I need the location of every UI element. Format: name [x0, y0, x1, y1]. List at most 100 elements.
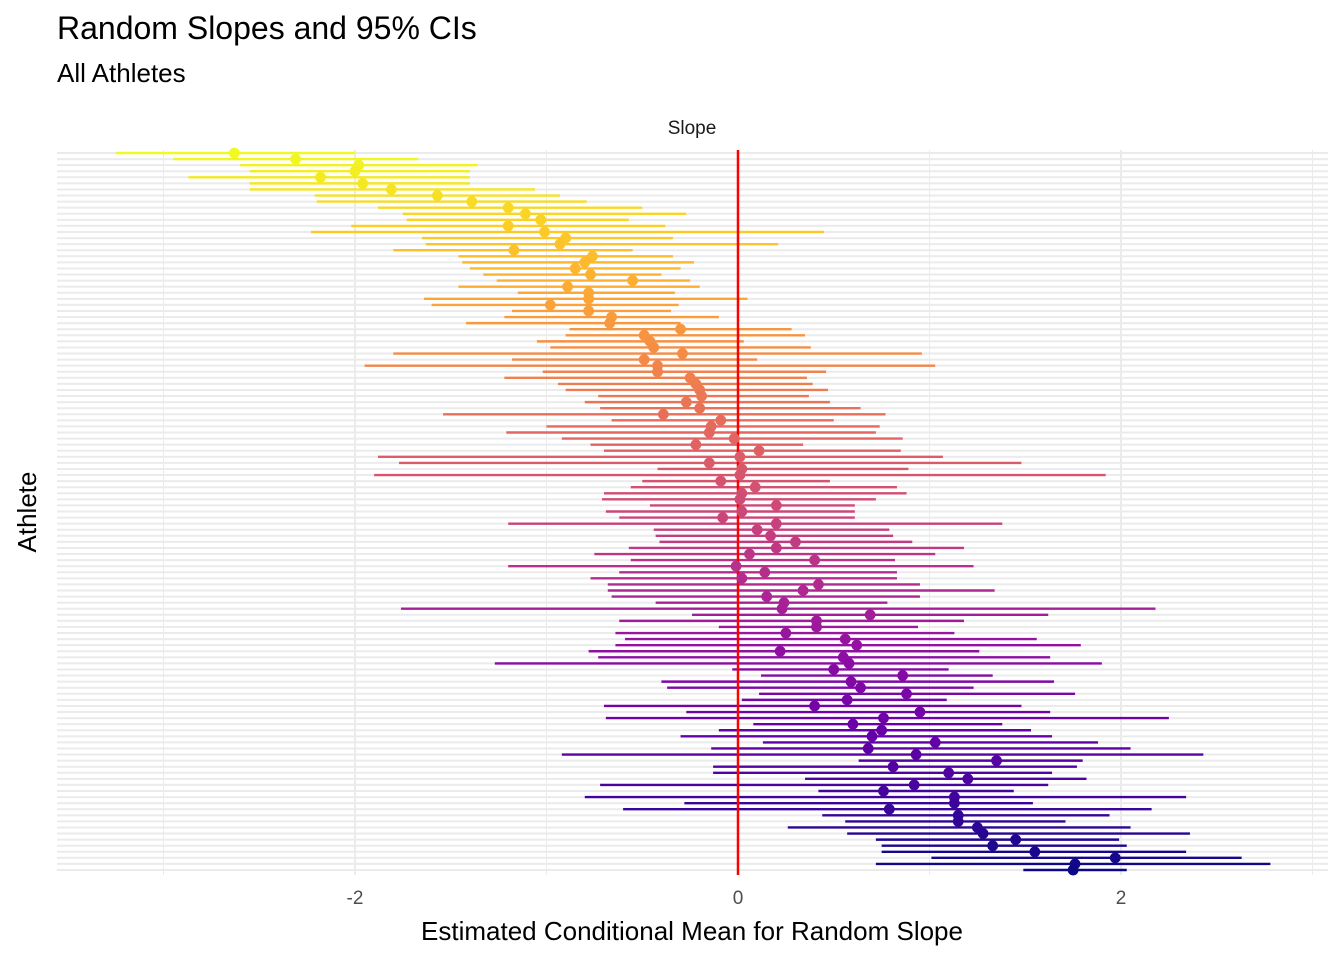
mean-point [749, 481, 761, 493]
mean-point [583, 293, 595, 305]
mean-point [862, 743, 874, 754]
mean-point [569, 263, 581, 274]
mean-point [770, 500, 782, 511]
mean-point [228, 147, 240, 159]
mean-point [349, 165, 361, 177]
mean-point [883, 803, 895, 815]
mean-point [897, 670, 909, 681]
mean-point [357, 177, 369, 189]
mean-point [734, 451, 746, 463]
mean-point [657, 408, 669, 420]
mean-point [987, 840, 999, 852]
mean-point [908, 779, 920, 791]
mean-point [929, 736, 941, 748]
mean-point [1010, 834, 1022, 846]
mean-point [878, 712, 889, 724]
mean-point [466, 196, 478, 208]
mean-point [1029, 846, 1041, 858]
mean-point [811, 621, 822, 633]
mean-point [962, 773, 974, 785]
mean-point [952, 815, 964, 827]
mean-point [759, 566, 771, 578]
mean-point [703, 427, 715, 438]
x-tick-label: -2 [347, 888, 364, 909]
mean-point [876, 724, 888, 736]
mean-point [753, 445, 765, 457]
mean-point [843, 658, 855, 669]
chart-title: Random Slopes and 95% CIs [57, 10, 477, 46]
mean-point [583, 305, 595, 317]
mean-point [770, 518, 782, 530]
mean-point [1067, 864, 1079, 876]
mean-points [228, 147, 1121, 876]
mean-point [809, 554, 820, 566]
mean-point [715, 475, 727, 487]
mean-point [677, 348, 688, 359]
y-axis-title: Athlete [12, 472, 42, 553]
mean-point [728, 433, 740, 444]
mean-point [696, 390, 708, 402]
mean-point [878, 785, 889, 797]
mean-point [703, 457, 715, 469]
mean-point [813, 579, 824, 590]
mean-point [734, 493, 746, 505]
x-axis-title: Estimated Conditional Mean for Random Sl… [421, 916, 963, 946]
mean-point [502, 220, 514, 232]
mean-point [797, 585, 809, 596]
mean-point [652, 366, 663, 378]
mean-point [841, 694, 853, 706]
mean-point [887, 761, 899, 773]
mean-point [1109, 852, 1121, 864]
mean-point [774, 645, 786, 657]
mean-point [562, 281, 573, 293]
mean-point [736, 572, 748, 584]
mean-point [761, 591, 773, 602]
mean-point [385, 184, 397, 195]
mean-point [845, 676, 857, 688]
mean-point [751, 524, 763, 536]
mean-point [290, 153, 302, 165]
mean-point [851, 639, 863, 651]
mean-point [914, 706, 926, 718]
x-tick-label: 0 [733, 888, 744, 909]
mean-point [579, 256, 591, 268]
mean-point [694, 402, 706, 414]
mean-point [809, 700, 820, 712]
mean-point [790, 536, 801, 548]
x-tick-label: 2 [1116, 888, 1127, 909]
mean-point [680, 396, 692, 408]
mean-point [780, 627, 792, 639]
mean-point [901, 688, 912, 700]
mean-point [977, 828, 989, 839]
mean-point [604, 317, 616, 329]
mean-point [991, 755, 1002, 767]
mean-point [431, 190, 443, 201]
mean-point [587, 250, 598, 262]
mean-point [943, 767, 955, 779]
mean-point [520, 208, 531, 220]
mean-point [948, 797, 960, 809]
mean-point [736, 506, 748, 517]
mean-point [648, 342, 660, 353]
mean-point [839, 633, 851, 645]
mean-point [828, 664, 840, 675]
mean-point [675, 323, 686, 335]
mean-point [776, 603, 788, 615]
mean-point [638, 354, 650, 365]
mean-point [508, 244, 520, 256]
facet-strip-label: Slope [668, 118, 717, 139]
mean-point [717, 512, 729, 523]
mean-point [544, 299, 556, 311]
mean-point [730, 560, 742, 572]
mean-point [502, 202, 514, 214]
mean-point [715, 414, 727, 426]
mean-point [539, 226, 550, 238]
mean-point [910, 749, 922, 760]
mean-point [770, 542, 782, 554]
mean-point [627, 275, 639, 287]
mean-point [554, 238, 566, 250]
x-axis-ticks: -2 0 2 [347, 888, 1127, 909]
mean-point [744, 548, 755, 560]
chart-subtitle: All Athletes [57, 58, 186, 88]
